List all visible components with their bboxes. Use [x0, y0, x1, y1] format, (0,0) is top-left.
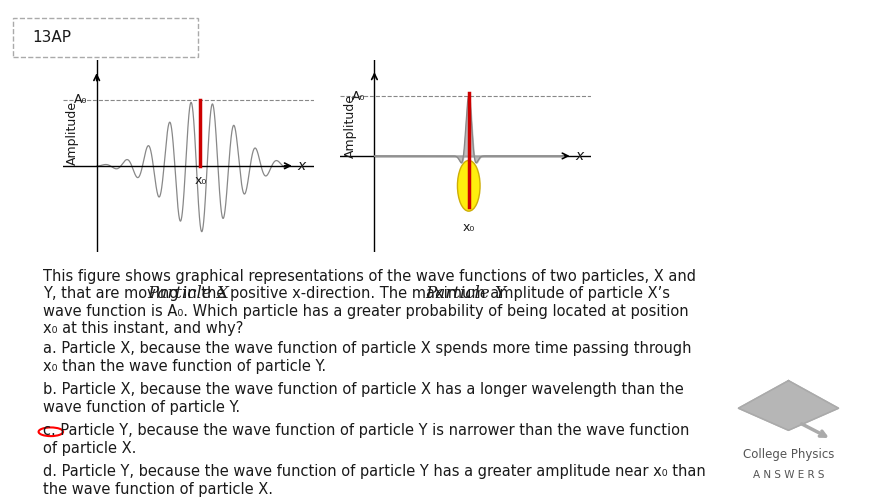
Text: A₀: A₀ — [73, 94, 87, 107]
FancyBboxPatch shape — [13, 18, 198, 57]
Text: A N S W E R S: A N S W E R S — [753, 470, 824, 480]
Polygon shape — [738, 381, 839, 431]
Text: x₀: x₀ — [194, 174, 207, 187]
Text: c. Particle Y, because the wave function of particle Y is narrower than the wave: c. Particle Y, because the wave function… — [43, 424, 689, 456]
Text: x₀: x₀ — [462, 221, 475, 233]
Text: d. Particle Y, because the wave function of particle Y has a greater amplitude n: d. Particle Y, because the wave function… — [43, 464, 705, 497]
Text: College Physics: College Physics — [743, 448, 834, 461]
Text: a. Particle X, because the wave function of particle X spends more time passing : a. Particle X, because the wave function… — [43, 341, 691, 374]
Text: Particle X: Particle X — [147, 285, 229, 302]
Text: x: x — [575, 149, 583, 163]
Text: A₀: A₀ — [351, 90, 365, 103]
Text: 13AP: 13AP — [32, 30, 72, 45]
Text: Amplitude: Amplitude — [65, 101, 79, 165]
Text: This figure shows graphical representations of the wave functions of two particl: This figure shows graphical representati… — [43, 269, 695, 336]
Text: x: x — [297, 159, 306, 173]
Text: b. Particle X, because the wave function of particle X has a longer wavelength t: b. Particle X, because the wave function… — [43, 382, 684, 414]
Ellipse shape — [458, 160, 480, 211]
Text: Amplitude: Amplitude — [343, 94, 357, 158]
Text: Particle Y: Particle Y — [426, 285, 506, 302]
